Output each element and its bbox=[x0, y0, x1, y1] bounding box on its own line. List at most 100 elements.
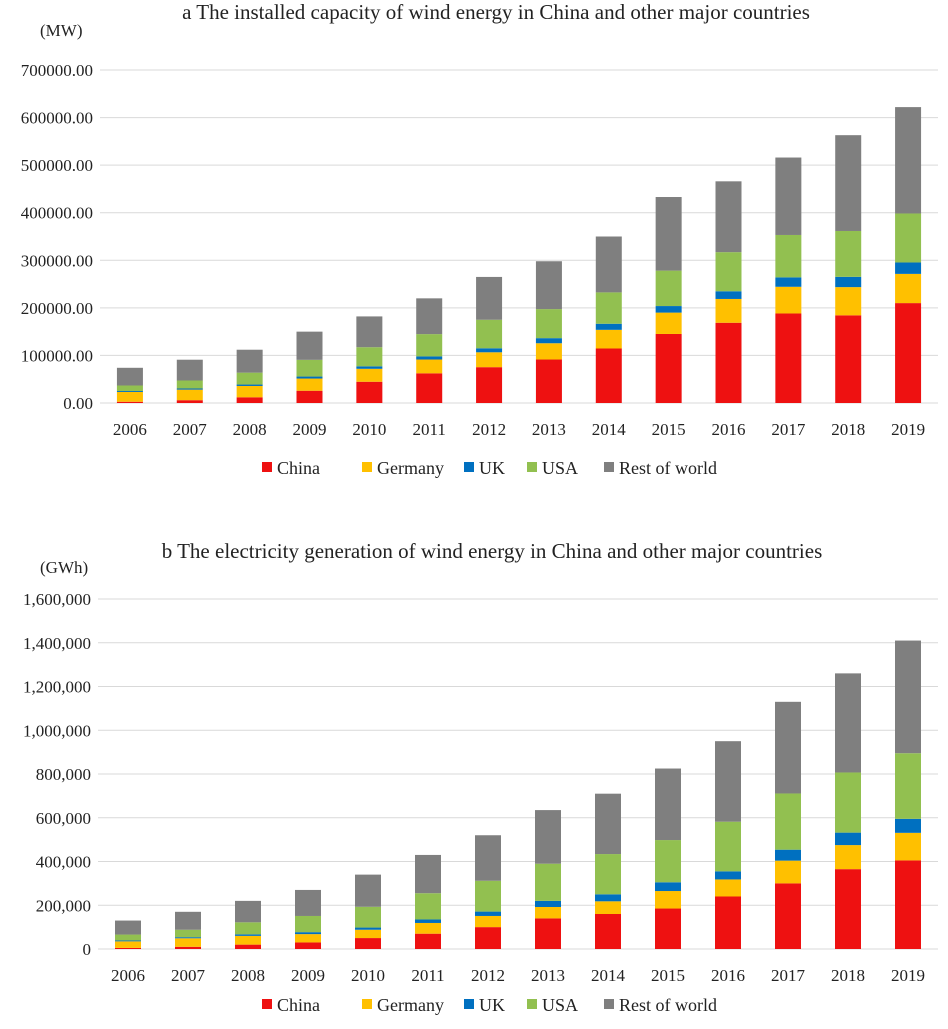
bar-segment-rest-of-world-2007 bbox=[175, 911, 201, 930]
bar-segment-rest-of-world-2015 bbox=[655, 197, 682, 271]
bar-segment-rest-of-world-2018 bbox=[835, 135, 862, 231]
bar-segment-usa-2015 bbox=[655, 840, 681, 883]
bar-segment-germany-2017 bbox=[775, 860, 801, 884]
x-tick-label: 2011 bbox=[413, 420, 446, 439]
bar-segment-usa-2007 bbox=[175, 929, 201, 938]
chart-b-x-tick-labels: 2006 2007 2008 2009 2010 2011 2012 2013 2014 2015… bbox=[111, 966, 925, 985]
x-tick-label: 2008 bbox=[231, 966, 265, 985]
bar-segment-rest-of-world-2017 bbox=[775, 157, 802, 235]
legend-label-rest-of-world: Rest of world bbox=[619, 995, 717, 1015]
y-tick-label: 700000.00 bbox=[21, 61, 93, 80]
x-tick-label: 2015 bbox=[651, 966, 685, 985]
chart-a-x-tick-labels: 2006 2007 2008 2009 2010 2011 2012 2013 2014 2015… bbox=[113, 420, 925, 439]
bar-segment-germany-2012 bbox=[475, 915, 501, 928]
bar-segment-germany-2015 bbox=[655, 312, 682, 334]
bar-segment-germany-2008 bbox=[236, 385, 263, 398]
chart-a-bars bbox=[116, 107, 922, 403]
bar-segment-china-2017 bbox=[775, 313, 802, 403]
legend-label-uk: UK bbox=[479, 995, 505, 1015]
bar-segment-china-2009 bbox=[296, 390, 323, 403]
bar-segment-rest-of-world-2013 bbox=[535, 810, 561, 864]
x-tick-label: 2008 bbox=[233, 420, 267, 439]
x-tick-label: 2015 bbox=[652, 420, 686, 439]
bar-segment-rest-of-world-2007 bbox=[176, 359, 203, 381]
y-tick-label: 1,400,000 bbox=[23, 634, 91, 653]
bar-segment-china-2018 bbox=[835, 869, 861, 949]
bar-segment-rest-of-world-2006 bbox=[116, 367, 143, 386]
bar-segment-usa-2012 bbox=[476, 319, 503, 349]
bar-segment-uk-2013 bbox=[535, 900, 561, 907]
y-tick-label: 600000.00 bbox=[21, 109, 93, 128]
x-tick-label: 2017 bbox=[771, 420, 806, 439]
bar-segment-uk-2017 bbox=[775, 849, 801, 861]
bar-segment-germany-2016 bbox=[715, 879, 741, 897]
y-tick-label: 0 bbox=[83, 940, 92, 959]
bar-segment-china-2015 bbox=[655, 908, 681, 949]
bar-segment-china-2019 bbox=[895, 860, 921, 949]
bar-segment-germany-2018 bbox=[835, 287, 862, 316]
bar-segment-china-2006 bbox=[116, 401, 143, 403]
bar-segment-uk-2011 bbox=[416, 356, 443, 360]
legend-swatch-china bbox=[262, 999, 272, 1009]
bar-segment-germany-2009 bbox=[295, 934, 321, 943]
x-tick-label: 2010 bbox=[351, 966, 385, 985]
bar-segment-germany-2017 bbox=[775, 286, 802, 314]
x-tick-label: 2014 bbox=[591, 966, 626, 985]
x-tick-label: 2016 bbox=[712, 420, 746, 439]
bar-segment-uk-2010 bbox=[356, 366, 383, 369]
bar-segment-china-2014 bbox=[595, 914, 621, 949]
bar-segment-germany-2007 bbox=[175, 938, 201, 947]
y-tick-label: 400,000 bbox=[36, 853, 91, 872]
bar-segment-germany-2008 bbox=[235, 935, 261, 945]
bar-segment-uk-2006 bbox=[115, 940, 141, 942]
y-tick-label: 500000.00 bbox=[21, 156, 93, 175]
bar-segment-china-2017 bbox=[775, 883, 801, 949]
legend-swatch-germany bbox=[362, 462, 372, 472]
bar-segment-rest-of-world-2012 bbox=[475, 835, 501, 881]
x-tick-label: 2011 bbox=[411, 966, 444, 985]
bar-segment-usa-2013 bbox=[535, 863, 561, 901]
x-tick-label: 2006 bbox=[113, 420, 147, 439]
bar-segment-germany-2018 bbox=[835, 845, 861, 870]
bar-segment-rest-of-world-2016 bbox=[715, 741, 741, 822]
x-tick-label: 2013 bbox=[532, 420, 566, 439]
bar-segment-rest-of-world-2013 bbox=[535, 261, 562, 310]
chart-b-gridlines bbox=[98, 598, 938, 950]
bar-segment-uk-2018 bbox=[835, 832, 861, 846]
chart-b-legend: China Germany UK USA Rest of world bbox=[262, 995, 717, 1015]
bar-segment-usa-2015 bbox=[655, 270, 682, 307]
y-tick-label: 100000.00 bbox=[21, 346, 93, 365]
bar-segment-rest-of-world-2017 bbox=[775, 701, 801, 794]
bar-segment-rest-of-world-2009 bbox=[296, 331, 323, 360]
x-tick-label: 2007 bbox=[173, 420, 208, 439]
bar-segment-rest-of-world-2018 bbox=[835, 673, 861, 773]
bar-segment-china-2009 bbox=[295, 942, 321, 949]
bar-segment-china-2006 bbox=[115, 947, 141, 949]
bar-segment-usa-2017 bbox=[775, 793, 801, 850]
bar-segment-china-2013 bbox=[535, 359, 562, 403]
bar-segment-china-2016 bbox=[715, 896, 741, 949]
bar-segment-uk-2015 bbox=[655, 306, 682, 313]
bar-segment-china-2016 bbox=[715, 322, 742, 403]
bar-segment-usa-2010 bbox=[355, 906, 381, 928]
bar-segment-china-2019 bbox=[895, 303, 922, 403]
bar-segment-usa-2010 bbox=[356, 347, 383, 367]
legend-swatch-china bbox=[262, 462, 272, 472]
legend-swatch-usa bbox=[527, 462, 537, 472]
bar-segment-china-2012 bbox=[476, 367, 503, 403]
bar-segment-usa-2011 bbox=[416, 334, 443, 357]
y-tick-label: 200,000 bbox=[36, 896, 91, 915]
bar-segment-uk-2013 bbox=[535, 338, 562, 344]
bar-segment-germany-2014 bbox=[595, 901, 621, 914]
bar-segment-china-2011 bbox=[415, 933, 441, 949]
bar-segment-uk-2009 bbox=[296, 376, 323, 379]
bar-segment-uk-2014 bbox=[595, 323, 622, 330]
chart-a-gridlines bbox=[100, 69, 938, 404]
bar-segment-rest-of-world-2009 bbox=[295, 889, 321, 916]
bar-segment-usa-2008 bbox=[236, 372, 263, 385]
bar-segment-germany-2006 bbox=[115, 941, 141, 948]
x-tick-label: 2009 bbox=[291, 966, 325, 985]
bar-segment-uk-2018 bbox=[835, 276, 862, 288]
x-tick-label: 2017 bbox=[771, 966, 806, 985]
